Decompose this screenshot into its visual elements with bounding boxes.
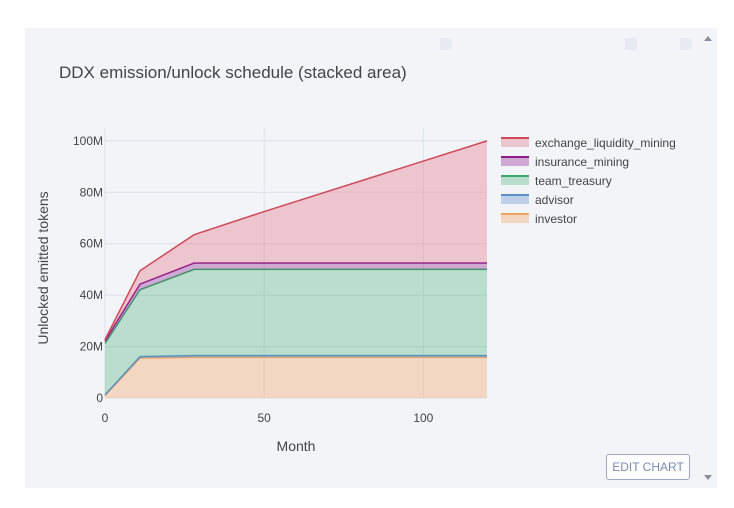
y-tick-label: 60M — [80, 237, 103, 251]
vertical-scrollbar[interactable] — [700, 28, 717, 488]
legend-label: team_treasury — [535, 174, 612, 188]
x-axis-ticks: 0 50 100 — [102, 411, 434, 425]
legend-label: advisor — [535, 193, 574, 207]
area-team-treasury — [105, 269, 487, 395]
camera-icon[interactable] — [440, 38, 452, 50]
legend-swatch — [501, 176, 529, 185]
chart-title: DDX emission/unlock schedule (stacked ar… — [59, 63, 407, 82]
x-tick-label: 100 — [413, 411, 433, 425]
legend-swatch — [501, 138, 529, 147]
y-axis-ticks: 0 20M 40M 60M 80M 100M — [73, 134, 103, 405]
legend-swatch — [501, 214, 529, 223]
legend-label: exchange_liquidity_mining — [535, 136, 676, 150]
legend-item-team-treasury[interactable]: team_treasury — [501, 174, 612, 188]
scroll-up-arrow-icon[interactable] — [704, 36, 712, 41]
y-tick-label: 0 — [96, 391, 103, 405]
edit-chart-button[interactable]: EDIT CHART — [606, 454, 690, 480]
legend-swatch — [501, 195, 529, 204]
y-axis-label: Unlocked emitted tokens — [35, 191, 51, 344]
line-insurance-mining — [104, 262, 487, 342]
scroll-down-arrow-icon[interactable] — [704, 475, 712, 480]
line-team-treasury — [104, 268, 487, 344]
y-tick-label: 80M — [80, 185, 103, 199]
x-tick-label: 50 — [257, 411, 271, 425]
y-tick-label: 40M — [80, 288, 103, 302]
area-exchange-liquidity-mining — [105, 140, 487, 341]
legend[interactable]: exchange_liquidity_mining insurance_minin… — [501, 136, 676, 226]
x-tick-label: 0 — [102, 411, 109, 425]
legend-label: insurance_mining — [535, 155, 629, 169]
y-tick-label: 20M — [80, 340, 103, 354]
plotly-logo-icon[interactable] — [680, 38, 692, 50]
line-investor — [104, 356, 487, 396]
line-advisor — [104, 354, 487, 396]
legend-item-insurance-mining[interactable]: insurance_mining — [501, 155, 629, 169]
legend-item-investor[interactable]: investor — [501, 212, 577, 226]
line-exchange-liquidity-mining — [104, 140, 488, 340]
x-axis-label: Month — [277, 438, 316, 454]
chart-panel — [25, 28, 700, 488]
legend-label: investor — [535, 212, 577, 226]
y-tick-label: 100M — [73, 134, 103, 148]
area-investor — [105, 357, 487, 398]
zoom-icon[interactable] — [625, 38, 637, 50]
grid-lines — [104, 128, 487, 399]
area-series — [104, 140, 488, 398]
legend-swatch — [501, 157, 529, 166]
legend-item-advisor[interactable]: advisor — [501, 193, 574, 207]
legend-item-exchange-liquidity-mining[interactable]: exchange_liquidity_mining — [501, 136, 676, 150]
